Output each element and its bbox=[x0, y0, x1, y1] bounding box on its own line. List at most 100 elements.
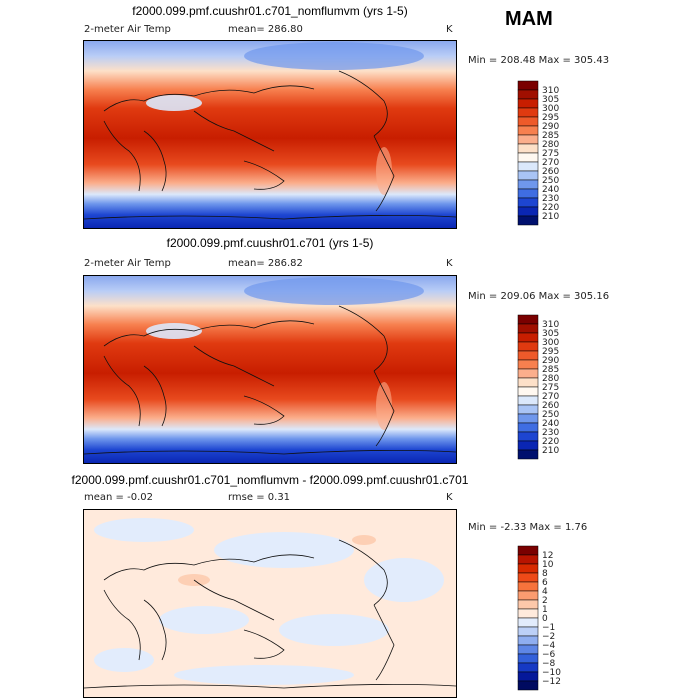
colorbar-swatch bbox=[517, 215, 539, 226]
panel1-mean: mean= 286.80 bbox=[228, 24, 303, 35]
panel3-map-svg bbox=[84, 510, 456, 697]
colorbar-swatch bbox=[517, 563, 539, 574]
colorbar-tick-label: −12 bbox=[542, 677, 561, 687]
colorbar-tick-label: 230 bbox=[542, 428, 559, 438]
colorbar-swatch bbox=[517, 143, 539, 154]
panel2-variable: 2-meter Air Temp bbox=[84, 258, 171, 269]
colorbar-swatch bbox=[517, 332, 539, 343]
panel3-minmax: Min = -2.33 Max = 1.76 bbox=[468, 522, 588, 533]
colorbar-swatch bbox=[517, 431, 539, 442]
colorbar-tick-label: 295 bbox=[542, 347, 559, 357]
season-label: MAM bbox=[505, 8, 553, 30]
colorbar-tick-label: 260 bbox=[542, 167, 559, 177]
panel2-map bbox=[83, 275, 457, 464]
colorbar-swatch bbox=[517, 134, 539, 145]
colorbar-swatch bbox=[517, 386, 539, 397]
colorbar-tick-label: 275 bbox=[542, 149, 559, 159]
colorbar-swatch bbox=[517, 671, 539, 682]
colorbar-tick-label: −4 bbox=[542, 641, 556, 651]
colorbar-tick-label: 220 bbox=[542, 437, 559, 447]
panel1-title: f2000.099.pmf.cuushr01.c701_nomflumvm (y… bbox=[132, 4, 408, 18]
colorbar-swatch bbox=[517, 188, 539, 199]
colorbar-swatch bbox=[517, 350, 539, 361]
colorbar-swatch bbox=[517, 440, 539, 451]
colorbar-tick-label: 0 bbox=[542, 614, 548, 624]
colorbar-swatch bbox=[517, 161, 539, 172]
colorbar-tick-label: 280 bbox=[542, 140, 559, 150]
colorbar-swatch bbox=[517, 125, 539, 136]
colorbar-swatch bbox=[517, 554, 539, 565]
panel1-map-svg bbox=[84, 41, 456, 228]
colorbar-tick-label: 230 bbox=[542, 194, 559, 204]
panel2-units: K bbox=[446, 258, 453, 269]
colorbar-tick-label: 250 bbox=[542, 410, 559, 420]
colorbar-tick-label: 1 bbox=[542, 605, 548, 615]
panel2-coastlines bbox=[84, 305, 456, 455]
colorbar-tick-label: −6 bbox=[542, 650, 556, 660]
panel2-mean: mean= 286.82 bbox=[228, 258, 303, 269]
colorbar-swatch bbox=[517, 599, 539, 610]
colorbar-swatch bbox=[517, 545, 539, 556]
panel1-variable: 2-meter Air Temp bbox=[84, 24, 171, 35]
colorbar-swatch bbox=[517, 422, 539, 433]
colorbar-swatch bbox=[517, 89, 539, 100]
colorbar-swatch bbox=[517, 368, 539, 379]
colorbar-swatch bbox=[517, 170, 539, 181]
colorbar-swatch bbox=[517, 197, 539, 208]
colorbar-tick-label: 300 bbox=[542, 338, 559, 348]
colorbar-swatch bbox=[517, 107, 539, 118]
panel1-coastlines bbox=[84, 70, 456, 220]
colorbar-tick-label: −1 bbox=[542, 623, 555, 633]
colorbar-swatch bbox=[517, 314, 539, 325]
colorbar-tick-label: 310 bbox=[542, 86, 559, 96]
colorbar-tick-label: 210 bbox=[542, 212, 559, 222]
colorbar-swatch bbox=[517, 377, 539, 388]
panel2-title: f2000.099.pmf.cuushr01.c701 (yrs 1-5) bbox=[166, 236, 374, 250]
panel2-minmax: Min = 209.06 Max = 305.16 bbox=[468, 291, 610, 302]
colorbar-swatch bbox=[517, 152, 539, 163]
colorbar-tick-label: 270 bbox=[542, 392, 559, 402]
colorbar-tick-label: 285 bbox=[542, 365, 559, 375]
colorbar-swatch bbox=[517, 413, 539, 424]
colorbar-swatch bbox=[517, 662, 539, 673]
colorbar-tick-label: 240 bbox=[542, 185, 559, 195]
colorbar-swatch bbox=[517, 590, 539, 601]
colorbar-tick-label: 12 bbox=[542, 551, 553, 561]
colorbar-swatch bbox=[517, 359, 539, 370]
colorbar-swatch bbox=[517, 617, 539, 628]
colorbar-swatch bbox=[517, 116, 539, 127]
colorbar-tick-label: 285 bbox=[542, 131, 559, 141]
panel3-rmse: rmse = 0.31 bbox=[228, 492, 291, 503]
colorbar-tick-label: 270 bbox=[542, 158, 559, 168]
colorbar-swatch bbox=[517, 179, 539, 190]
panel3-map bbox=[83, 509, 457, 698]
panel3-coastlines bbox=[84, 539, 456, 689]
colorbar-tick-label: 275 bbox=[542, 383, 559, 393]
colorbar-tick-label: 300 bbox=[542, 104, 559, 114]
colorbar-swatch bbox=[517, 572, 539, 583]
colorbar-tick-label: 6 bbox=[542, 578, 548, 588]
colorbar-tick-label: 305 bbox=[542, 95, 559, 105]
colorbar-tick-label: 290 bbox=[542, 356, 559, 366]
colorbar-swatch bbox=[517, 635, 539, 646]
colorbar-swatch bbox=[517, 80, 539, 91]
colorbar-swatch bbox=[517, 98, 539, 109]
panel3-mean: mean = -0.02 bbox=[84, 492, 153, 503]
panel1-minmax: Min = 208.48 Max = 305.43 bbox=[468, 55, 610, 66]
colorbar-swatch bbox=[517, 206, 539, 217]
panel1-colorbar: 3103053002952902852802752702602502402302… bbox=[517, 80, 559, 226]
colorbar-swatch bbox=[517, 323, 539, 334]
colorbar-tick-label: −2 bbox=[542, 632, 555, 642]
panel1-map bbox=[83, 40, 457, 229]
colorbar-tick-label: 295 bbox=[542, 113, 559, 123]
colorbar-tick-label: 10 bbox=[542, 560, 554, 570]
panel3-title: f2000.099.pmf.cuushr01.c701_nomflumvm - … bbox=[71, 473, 469, 487]
panel1-units: K bbox=[446, 24, 453, 35]
colorbar-swatch bbox=[517, 680, 539, 691]
colorbar-tick-label: 4 bbox=[542, 587, 548, 597]
colorbar-tick-label: 8 bbox=[542, 569, 548, 579]
colorbar-swatch bbox=[517, 626, 539, 637]
colorbar-swatch bbox=[517, 608, 539, 619]
colorbar-tick-label: 290 bbox=[542, 122, 559, 132]
